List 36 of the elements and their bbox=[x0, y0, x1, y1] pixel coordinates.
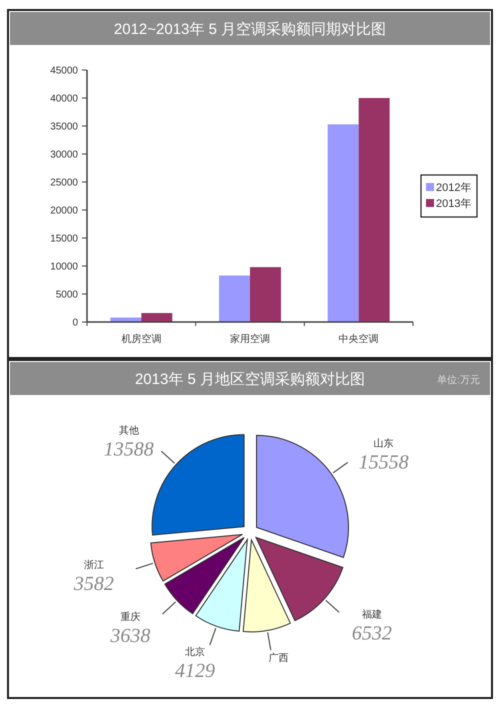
slice-label: 广西 bbox=[268, 652, 288, 664]
data-label: 13588 bbox=[104, 438, 154, 461]
y-tick-label: 30000 bbox=[50, 150, 78, 160]
y-tick-label: 45000 bbox=[50, 66, 78, 76]
slice-label: 北京 bbox=[185, 646, 206, 658]
y-tick-label: 40000 bbox=[50, 94, 78, 104]
slice-label: 山东 bbox=[374, 438, 394, 450]
data-label: 3582 bbox=[72, 573, 114, 596]
bar bbox=[358, 98, 390, 322]
x-tick-label: 机房空调 bbox=[121, 333, 162, 345]
slice-label: 其他 bbox=[118, 424, 139, 437]
data-label: 15558 bbox=[358, 452, 409, 474]
data-label: 3638 bbox=[109, 624, 150, 647]
bar bbox=[219, 276, 250, 322]
slice-label: 福建 bbox=[362, 608, 382, 621]
y-tick-label: 0 bbox=[72, 318, 78, 328]
data-label: 4129 bbox=[175, 660, 216, 682]
y-tick-label: 25000 bbox=[50, 178, 78, 188]
y-tick-label: 35000 bbox=[50, 122, 78, 132]
x-tick-label: 中央空调 bbox=[338, 333, 379, 345]
y-tick-label: 15000 bbox=[50, 234, 78, 244]
x-tick-label: 家用空调 bbox=[230, 333, 270, 345]
bar bbox=[328, 124, 359, 322]
text: 单位:万元 bbox=[437, 374, 480, 386]
y-tick-label: 10000 bbox=[50, 262, 78, 272]
bar bbox=[141, 313, 172, 322]
legend-label: 2012年 bbox=[436, 182, 472, 194]
slice-label: 浙江 bbox=[84, 559, 104, 572]
y-tick-label: 20000 bbox=[50, 206, 78, 216]
chart-title: 2013年 5 月地区空调采购额对比图 bbox=[134, 371, 366, 388]
legend-label: 2013年 bbox=[436, 198, 472, 210]
chart-title: 2012~2013年 5 月空调采购额同期对比图 bbox=[114, 21, 386, 38]
slice-label: 重庆 bbox=[120, 610, 140, 623]
bar bbox=[250, 267, 281, 322]
data-label: 6532 bbox=[352, 622, 392, 645]
y-tick-label: 5000 bbox=[56, 290, 78, 300]
